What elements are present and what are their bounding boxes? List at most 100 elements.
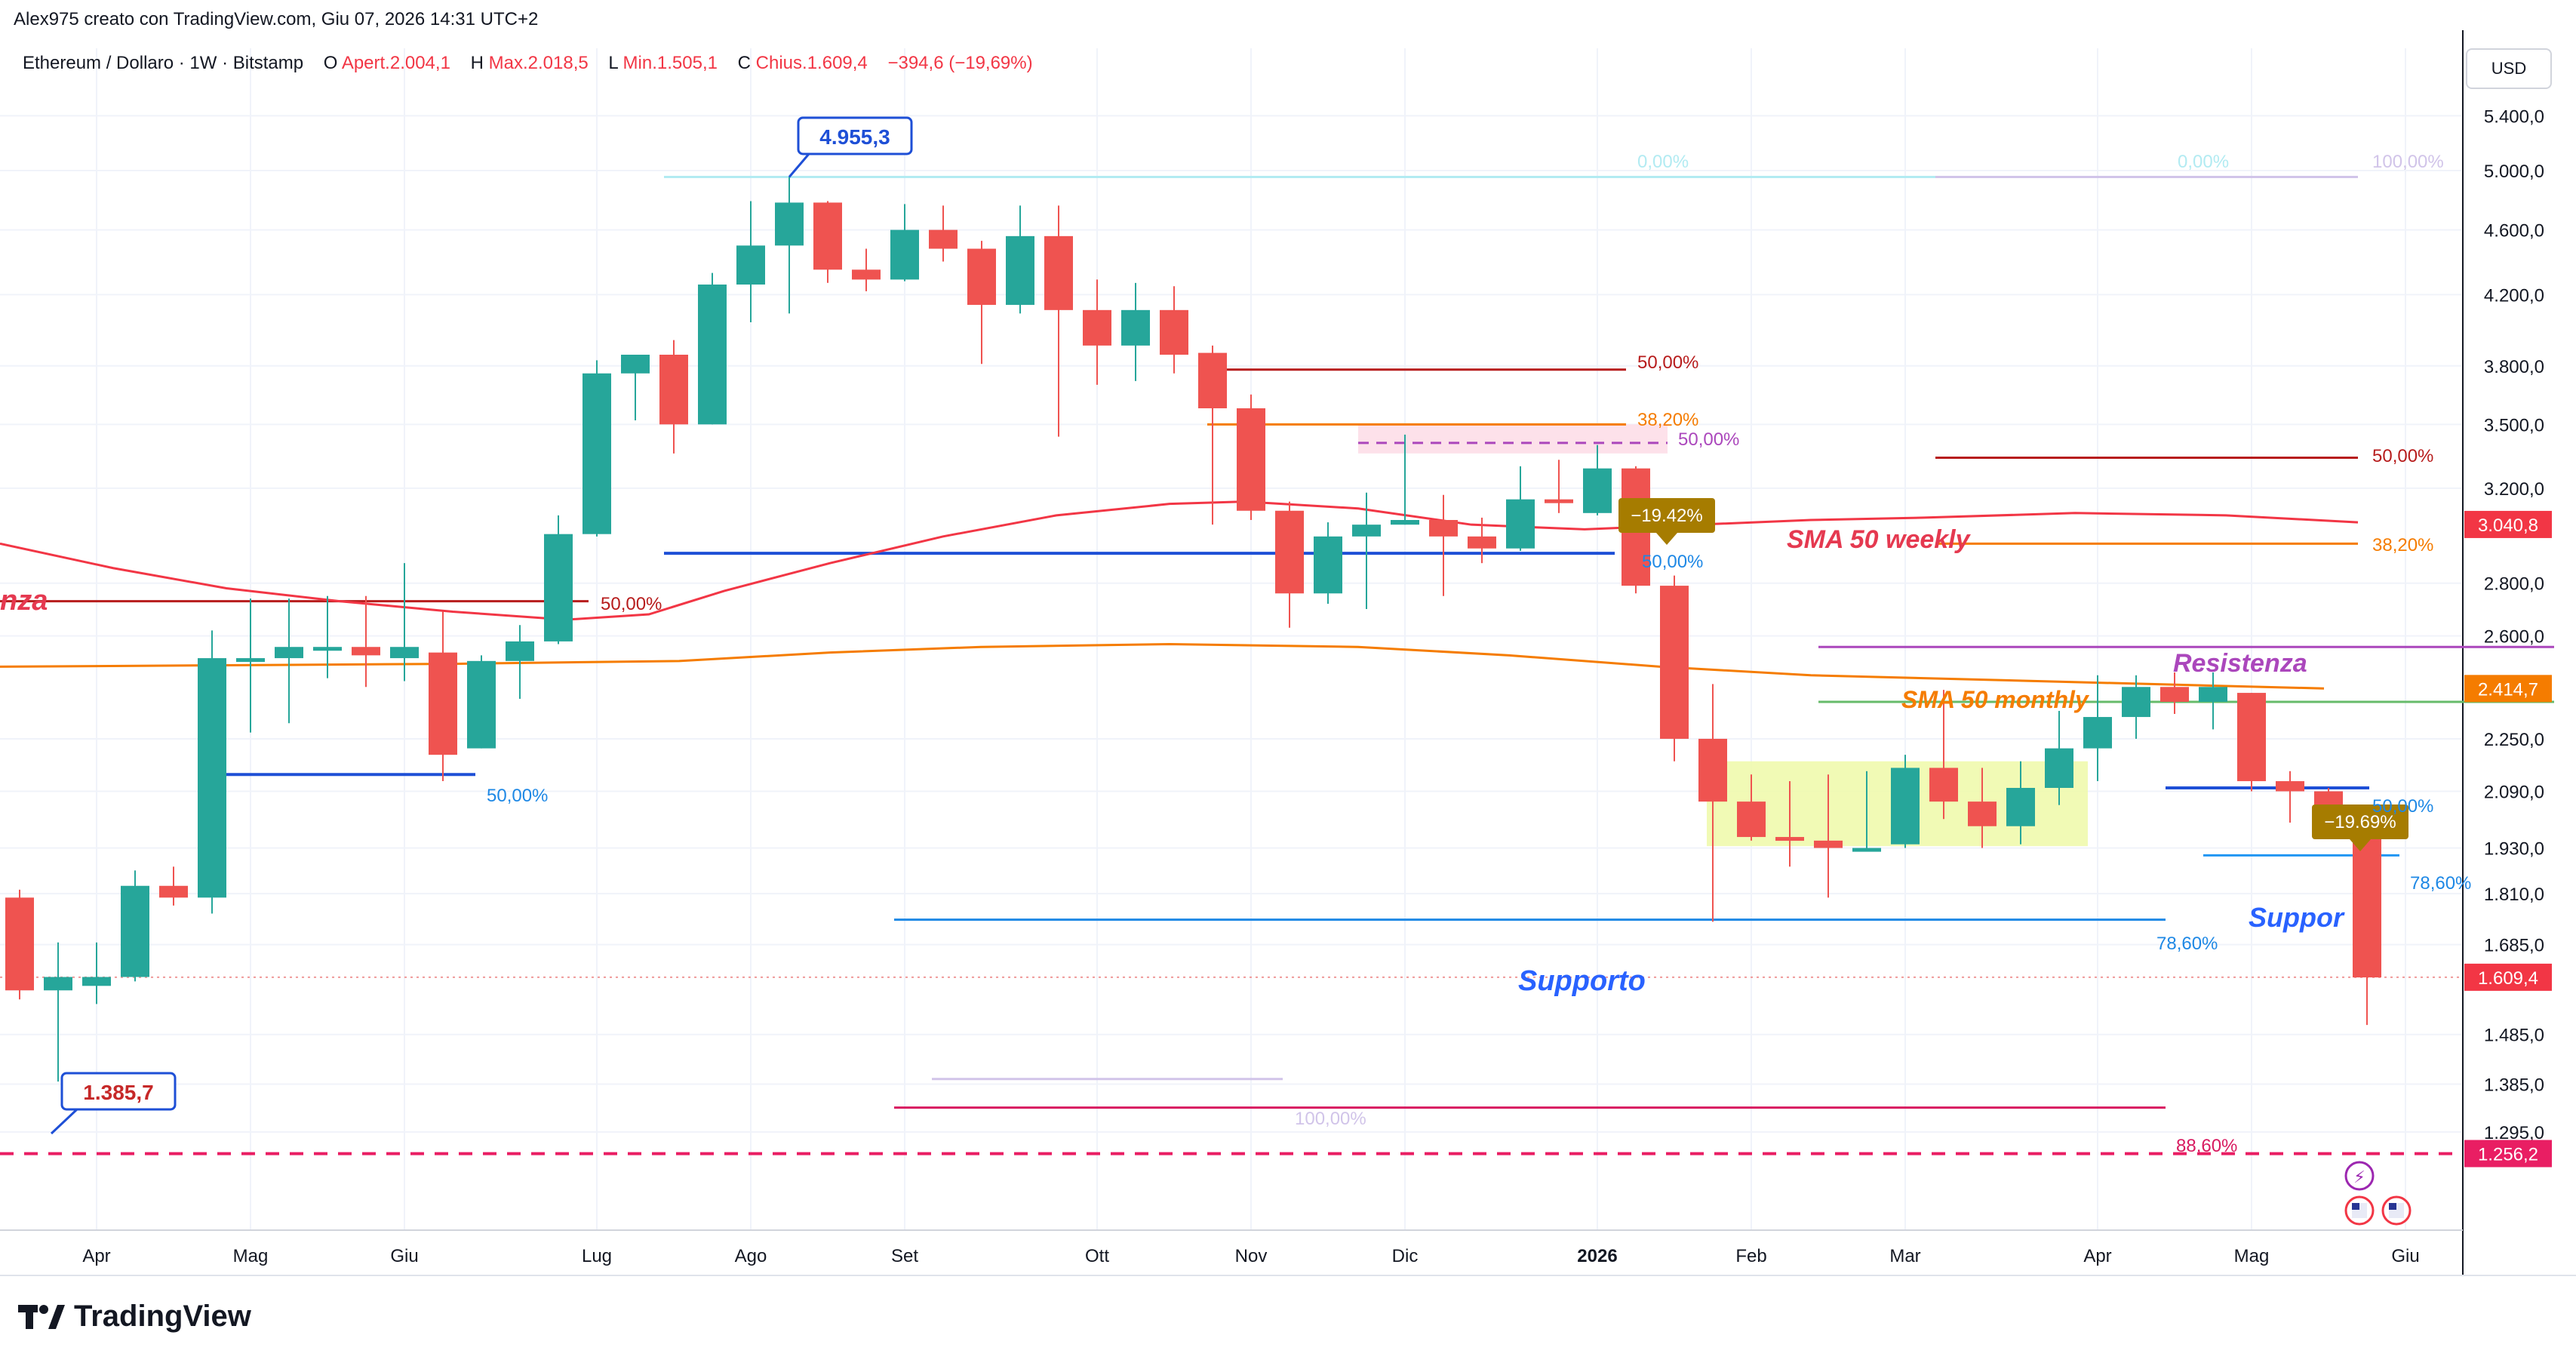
candle-up[interactable] <box>2083 717 2112 749</box>
symbol-legend[interactable]: Ethereum / Dollaro · 1W · Bitstamp O Ape… <box>23 53 1033 74</box>
lightning-glyph-icon: ⚡ <box>2353 1168 2365 1187</box>
low-callout-text: 1.385,7 <box>83 1081 153 1104</box>
fib-50-right-blue-label: 50,00% <box>2372 796 2433 817</box>
tradingview-logo[interactable]: TradingView <box>18 1300 251 1334</box>
candle-up[interactable] <box>775 202 804 246</box>
candle-up[interactable] <box>736 245 765 285</box>
candle-down[interactable] <box>2276 781 2304 792</box>
time-axis-label: Apr <box>82 1246 110 1266</box>
drop-label-2-pointer <box>2350 839 2371 851</box>
sma-monthly-price-pill <box>2464 675 2552 703</box>
candle-down[interactable] <box>1275 510 1304 594</box>
candle-down[interactable] <box>2160 687 2189 702</box>
candle-up[interactable] <box>1006 235 1034 305</box>
candle-down[interactable] <box>1083 309 1111 346</box>
ohlc-close-value: Chius.1.609,4 <box>755 53 868 73</box>
candle-down[interactable] <box>1429 520 1458 537</box>
candle-up[interactable] <box>1583 468 1612 513</box>
time-axis-label: Mag <box>233 1246 269 1266</box>
candle-down[interactable] <box>1737 801 1766 838</box>
fib-786-right-label: 78,60% <box>2410 873 2471 894</box>
candle-up[interactable] <box>1852 848 1881 852</box>
candle-up[interactable] <box>2122 687 2150 718</box>
candle-down[interactable] <box>1929 768 1958 802</box>
candle-down[interactable] <box>1160 309 1188 355</box>
price-axis-label: 2.800,0 <box>2484 574 2544 595</box>
candle-down[interactable] <box>1198 352 1227 409</box>
currency-selector[interactable]: USD <box>2466 48 2552 89</box>
price-axis-label: 1.485,0 <box>2484 1026 2544 1046</box>
candle-up[interactable] <box>82 977 111 986</box>
candle-up[interactable] <box>890 229 919 280</box>
candle-up[interactable] <box>467 660 496 749</box>
time-axis-label: Ago <box>735 1246 767 1266</box>
time-axis-label: Apr <box>2083 1246 2111 1266</box>
candle-up[interactable] <box>698 285 727 425</box>
high-callout-text: 4.955,3 <box>819 125 890 149</box>
candle-up[interactable] <box>121 885 149 977</box>
candle-down[interactable] <box>813 202 842 270</box>
candle-up[interactable] <box>583 373 611 534</box>
time-axis-label: Mar <box>1889 1246 1920 1266</box>
candle-down[interactable] <box>1660 586 1689 739</box>
candle-down[interactable] <box>1044 235 1073 310</box>
candle-down[interactable] <box>1814 840 1843 848</box>
candle-down[interactable] <box>159 885 188 898</box>
time-axis-label: Nov <box>1235 1246 1268 1266</box>
candle-down[interactable] <box>1545 499 1573 503</box>
fib-100-low-label: 100,00% <box>1295 1109 1366 1129</box>
drop-label-1-pointer <box>1656 533 1677 545</box>
low-callout-box <box>60 1072 177 1111</box>
price-axis-label: 1.295,0 <box>2484 1123 2544 1143</box>
candle-up[interactable] <box>506 641 534 661</box>
candle-up[interactable] <box>1314 536 1342 594</box>
ohlc-close-label: C <box>737 53 751 73</box>
fib-50-blue-low-label: 50,00% <box>487 786 548 806</box>
lightning-event-icon[interactable] <box>2344 1161 2375 1191</box>
candle-up[interactable] <box>313 647 342 651</box>
price-axis-label: 4.200,0 <box>2484 285 2544 306</box>
price-axis-label: 1.930,0 <box>2484 839 2544 860</box>
candle-up[interactable] <box>621 355 650 374</box>
candle-down[interactable] <box>852 269 881 280</box>
bottom-line-price-text: 1.256,2 <box>2478 1145 2538 1165</box>
candle-down[interactable] <box>429 652 457 755</box>
candle-up[interactable] <box>236 658 265 663</box>
candle-up[interactable] <box>544 534 573 641</box>
candle-up[interactable] <box>2045 748 2073 788</box>
candle-up[interactable] <box>44 977 72 991</box>
price-axis-label: 1.385,0 <box>2484 1075 2544 1095</box>
candle-down[interactable] <box>1968 801 1997 826</box>
candle-up[interactable] <box>1352 525 1381 537</box>
candle-up[interactable] <box>1506 499 1535 549</box>
candle-down[interactable] <box>352 647 380 656</box>
fib-886-label: 88,60% <box>2176 1136 2237 1156</box>
candle-down[interactable] <box>5 897 34 991</box>
candle-up[interactable] <box>275 647 303 659</box>
ohlc-open-value: Apert.2.004,1 <box>341 53 450 73</box>
fib-50-red-label: 50,00% <box>1637 352 1698 373</box>
candle-down[interactable] <box>1237 408 1265 511</box>
candle-up[interactable] <box>198 658 226 898</box>
sma-50-monthly-line <box>0 643 2325 690</box>
candle-down[interactable] <box>2237 693 2266 782</box>
sma-weekly-price-text: 3.040,8 <box>2478 515 2538 536</box>
candle-up[interactable] <box>1891 768 1920 845</box>
candle-up[interactable] <box>390 647 419 659</box>
candle-down[interactable] <box>659 355 688 425</box>
low-callout-pointer <box>50 1108 78 1135</box>
sma-50-weekly-line <box>0 500 2359 621</box>
symbol-name: Ethereum / Dollaro · 1W · Bitstamp <box>23 53 304 73</box>
candle-up[interactable] <box>2199 687 2227 702</box>
candle-down[interactable] <box>1468 536 1496 549</box>
candle-up[interactable] <box>1121 309 1150 346</box>
candle-down[interactable] <box>967 248 996 305</box>
fib-50-left-label: 50,00% <box>601 594 662 614</box>
candle-up[interactable] <box>2006 787 2035 826</box>
candle-down[interactable] <box>929 229 958 249</box>
candle-down[interactable] <box>1775 837 1804 841</box>
candle-down[interactable] <box>1698 738 1727 802</box>
candle-up[interactable] <box>1391 520 1419 525</box>
time-axis-label: Lug <box>582 1246 612 1266</box>
